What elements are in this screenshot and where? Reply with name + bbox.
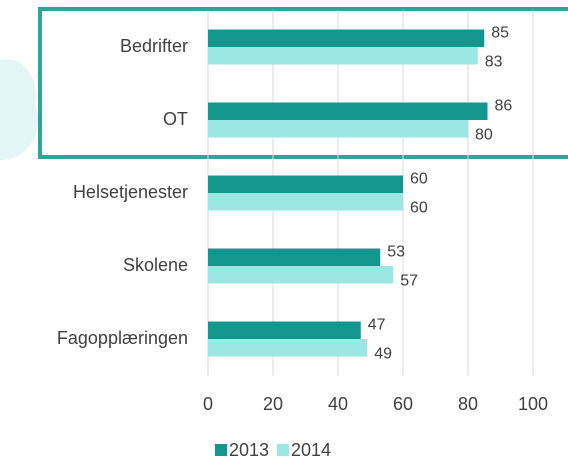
x-tick-label: 0 — [203, 394, 213, 414]
data-label: 60 — [410, 171, 428, 188]
bar — [208, 248, 381, 266]
data-label: 49 — [374, 346, 392, 363]
legend-swatch — [277, 444, 289, 456]
bar — [208, 47, 478, 65]
data-label: 80 — [475, 127, 493, 144]
bar — [208, 193, 403, 211]
x-tick-label: 40 — [328, 394, 348, 414]
bar — [208, 339, 368, 357]
y-tick-label: Bedrifter — [120, 36, 188, 56]
bar — [208, 321, 361, 339]
decoration — [0, 59, 39, 160]
y-tick-label: Skolene — [123, 255, 188, 275]
y-tick-label: Helsetjenester — [73, 182, 188, 202]
legend-label: 2013 — [229, 440, 269, 460]
y-tick-label: OT — [163, 109, 188, 129]
highlight-box — [38, 7, 568, 159]
x-tick-label: 100 — [518, 394, 548, 414]
bar — [208, 266, 394, 284]
legend-label: 2014 — [291, 440, 331, 460]
data-label: 85 — [491, 25, 509, 42]
data-label: 86 — [495, 98, 513, 115]
bar — [208, 175, 403, 193]
bar — [208, 120, 468, 138]
data-label: 47 — [368, 317, 386, 334]
data-label: 83 — [485, 54, 503, 71]
data-label: 60 — [410, 200, 428, 217]
x-tick-label: 80 — [458, 394, 478, 414]
bar — [208, 102, 488, 120]
legend-swatch — [215, 444, 227, 456]
data-label: 53 — [387, 244, 405, 261]
data-label: 57 — [400, 273, 418, 290]
bar — [208, 29, 485, 47]
x-tick-label: 20 — [263, 394, 283, 414]
y-tick-label: Fagopplæringen — [57, 328, 188, 348]
plot: 0 20 40 60 80 100Bedrifter8583OT8680Helsetjen… — [57, 10, 548, 460]
x-tick-label: 60 — [393, 394, 413, 414]
